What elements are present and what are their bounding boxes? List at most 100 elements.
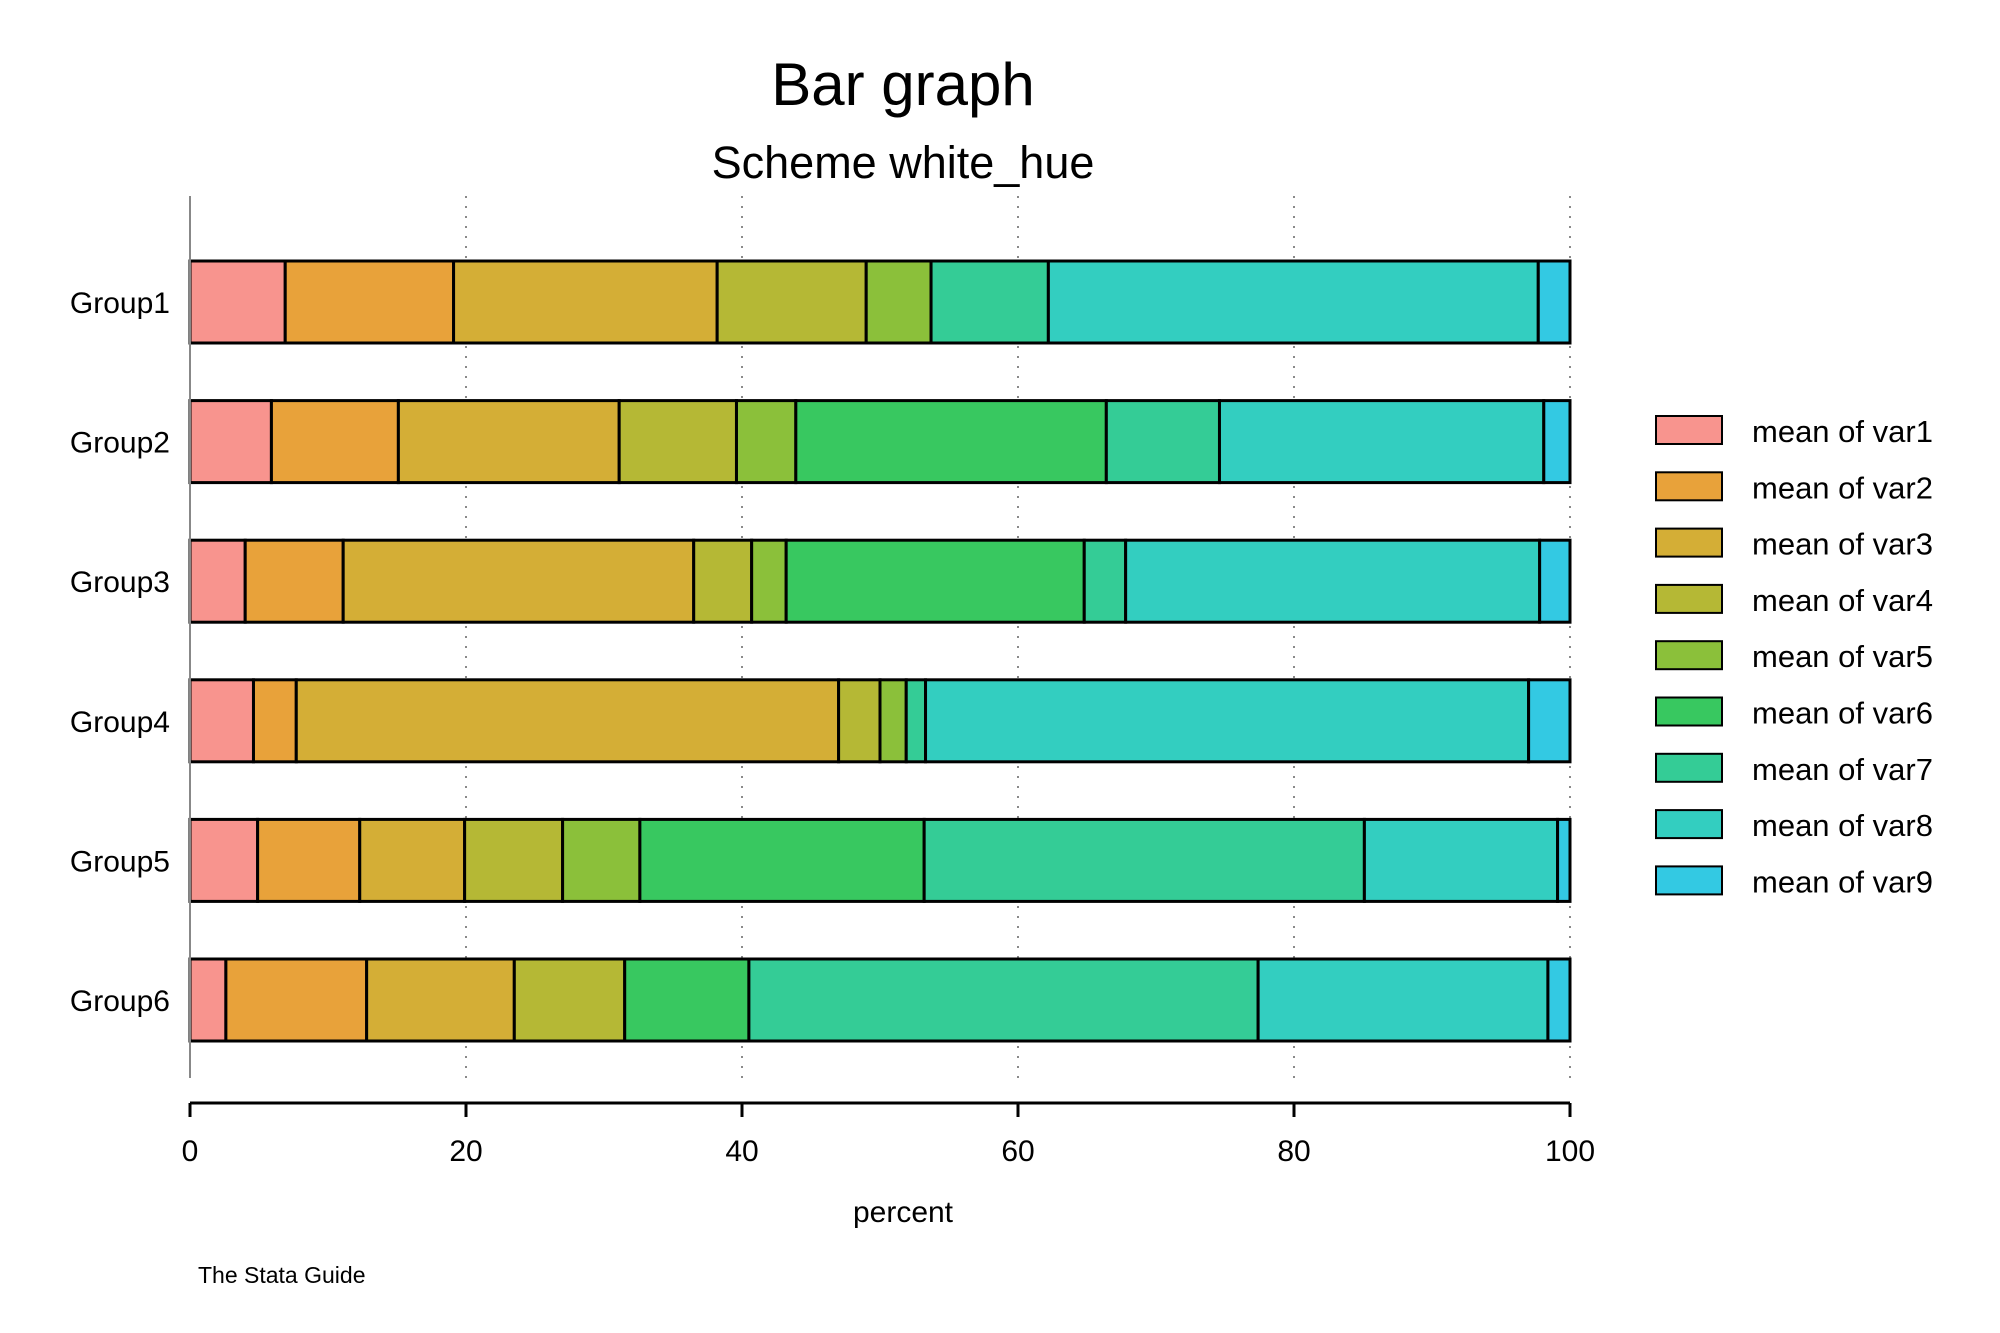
bar-group4-var4 [837, 678, 882, 764]
bar-group-group3 [188, 538, 1572, 624]
x-tick-label-0: 0 [182, 1135, 199, 1168]
legend: mean of var1 mean of var2 mean of var3 mean… [1655, 414, 1933, 899]
bar-group3-var2 [243, 538, 345, 624]
bar-group4-var5 [878, 678, 908, 764]
legend-label-var3: mean of var3 [1752, 527, 1933, 562]
bar-group1-var4 [715, 259, 868, 345]
legend-item-var3: mean of var3 [1655, 527, 1933, 562]
bar-group6-var8 [1256, 957, 1550, 1043]
bar-group-group4 [188, 678, 1572, 764]
x-axis-title: percent [853, 1196, 954, 1229]
bar-group1-var5 [864, 259, 933, 345]
legend-item-var5: mean of var5 [1655, 639, 1933, 674]
bar-group-group5 [188, 817, 1572, 903]
category-label-group2: Group2 [70, 427, 170, 460]
bar-group5-var3 [358, 817, 467, 903]
x-tick-label-3: 60 [1001, 1135, 1034, 1168]
bar-group4-var8 [924, 678, 1531, 764]
bar-group1-var8 [1046, 259, 1540, 345]
legend-swatch-var4 [1655, 583, 1723, 614]
bar-group3-var5 [750, 538, 788, 624]
bar-group3-var3 [341, 538, 696, 624]
x-tick-label-5: 100 [1545, 1135, 1595, 1168]
legend-item-var9: mean of var9 [1655, 864, 1933, 899]
chart-subtitle: Scheme white_hue [712, 137, 1095, 188]
chart-title: Bar graph [771, 51, 1035, 118]
legend-swatch-var9 [1655, 865, 1723, 896]
bar-group4-var2 [251, 678, 298, 764]
bar-group3-var8 [1124, 538, 1542, 624]
bar-group1-var7 [929, 259, 1050, 345]
bar-group2-var3 [396, 399, 621, 485]
bar-group5-var8 [1362, 817, 1560, 903]
bar-group-group2 [188, 399, 1572, 485]
legend-swatch-var5 [1655, 640, 1723, 671]
x-tick-label-2: 40 [725, 1135, 758, 1168]
legend-swatch-var3 [1655, 527, 1723, 558]
category-label-group6: Group6 [70, 985, 170, 1018]
bar-group4-var9 [1527, 678, 1572, 764]
legend-label-var5: mean of var5 [1752, 639, 1933, 674]
category-label-group3: Group3 [70, 566, 170, 599]
bar-group6-var4 [512, 957, 627, 1043]
chart-note: The Stata Guide [198, 1262, 366, 1288]
legend-item-var1: mean of var1 [1655, 414, 1933, 449]
bar-group5-var7 [922, 817, 1366, 903]
legend-swatch-var7 [1655, 752, 1723, 783]
category-label-group1: Group1 [70, 287, 170, 320]
bar-group6-var6 [623, 957, 751, 1043]
legend-label-var2: mean of var2 [1752, 470, 1933, 505]
legend-item-var4: mean of var4 [1655, 583, 1933, 618]
bar-group1-var1 [188, 259, 287, 345]
bar-group2-var7 [1104, 399, 1221, 485]
bar-group5-var6 [638, 817, 926, 903]
x-tick-label-4: 80 [1277, 1135, 1310, 1168]
bar-group3-var6 [784, 538, 1086, 624]
bar-group2-var5 [734, 399, 798, 485]
bar-group1-var3 [452, 259, 719, 345]
bar-group3-var1 [188, 538, 247, 624]
category-label-group4: Group4 [70, 706, 170, 739]
legend-swatch-var2 [1655, 471, 1723, 502]
legend-item-var6: mean of var6 [1655, 696, 1933, 731]
bar-group5-var1 [188, 817, 260, 903]
bars [188, 259, 1572, 1043]
legend-item-var2: mean of var2 [1655, 470, 1933, 505]
bar-group4-var3 [294, 678, 841, 764]
bar-group5-var5 [561, 817, 642, 903]
bar-group2-var6 [794, 399, 1108, 485]
bar-group5-var4 [463, 817, 565, 903]
legend-item-var7: mean of var7 [1655, 752, 1933, 787]
legend-label-var4: mean of var4 [1752, 583, 1933, 618]
bar-group6-var9 [1546, 957, 1572, 1043]
bar-group6-var3 [365, 957, 516, 1043]
bar-group6-var1 [188, 957, 228, 1043]
bar-group2-var8 [1217, 399, 1546, 485]
bar-group3-var9 [1538, 538, 1572, 624]
legend-label-var7: mean of var7 [1752, 752, 1933, 787]
legend-item-var8: mean of var8 [1655, 808, 1933, 843]
bar-group6-var7 [747, 957, 1260, 1043]
bar-group4-var1 [188, 678, 255, 764]
legend-label-var8: mean of var8 [1752, 808, 1933, 843]
x-axis: 0 20 40 60 80 100 [182, 1101, 1595, 1168]
bar-group3-var7 [1082, 538, 1128, 624]
legend-label-var9: mean of var9 [1752, 864, 1933, 899]
bar-group-group1 [188, 259, 1572, 345]
bar-group4-var7 [904, 678, 928, 764]
bar-group5-var2 [256, 817, 362, 903]
bar-group6-var2 [224, 957, 369, 1043]
bar-group3-var4 [692, 538, 754, 624]
category-label-group5: Group5 [70, 845, 170, 878]
bar-group2-var1 [188, 399, 273, 485]
category-labels: Group1 Group2 Group3 Group4 Group5 Group6 [70, 287, 170, 1018]
legend-swatch-var6 [1655, 696, 1723, 727]
bar-group1-var2 [283, 259, 456, 345]
bar-group1-var9 [1536, 259, 1572, 345]
legend-swatch-var8 [1655, 809, 1723, 840]
legend-label-var1: mean of var1 [1752, 414, 1933, 449]
bar-group2-var9 [1542, 399, 1572, 485]
bar-group5-var9 [1556, 817, 1572, 903]
bar-group-group6 [188, 957, 1572, 1043]
